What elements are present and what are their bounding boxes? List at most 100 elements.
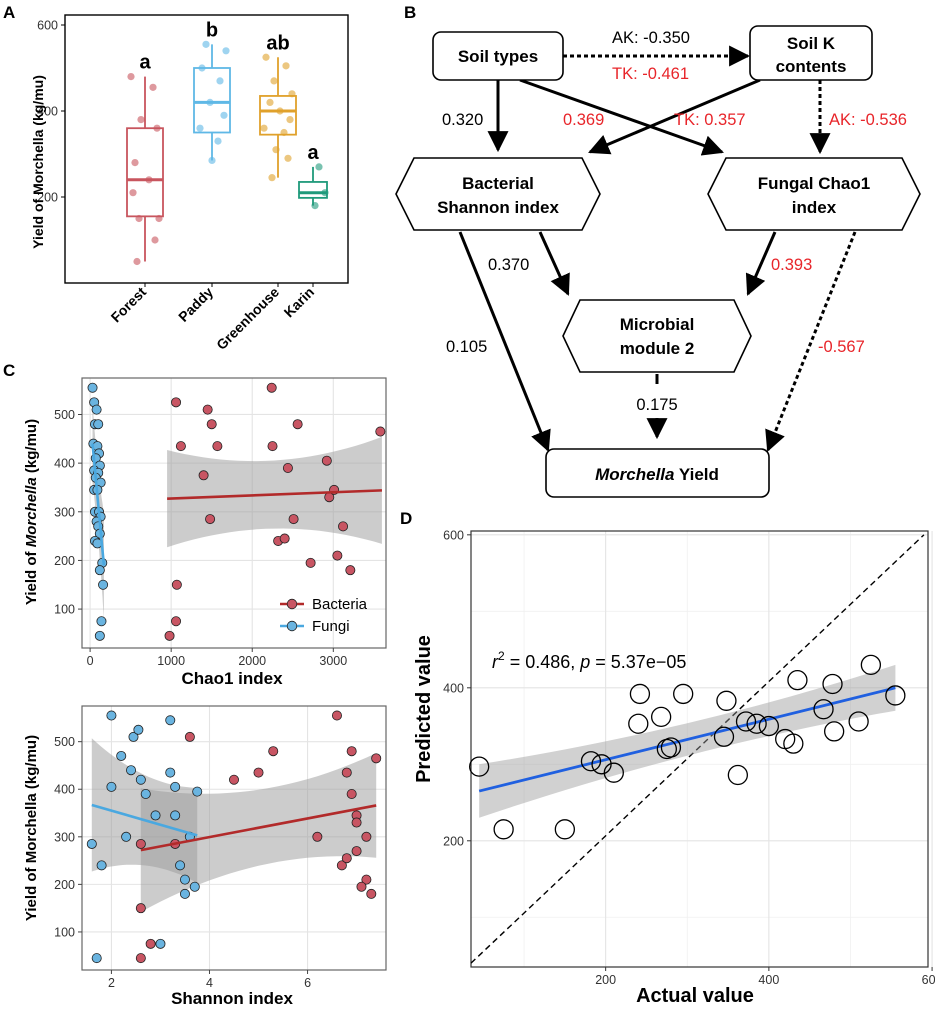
svg-text:contents: contents bbox=[776, 57, 847, 76]
coef-micro-yield: 0.175 bbox=[636, 396, 677, 414]
d-plot-frame bbox=[470, 530, 929, 968]
panel-b: B Soil types Soil K contents Ba bbox=[395, 3, 921, 498]
node-microbial-module: Microbial module 2 bbox=[562, 299, 752, 373]
c-point-fungi bbox=[150, 810, 161, 821]
d-point bbox=[469, 756, 490, 777]
c-point-fungi bbox=[86, 838, 97, 849]
c-point-bacteria bbox=[356, 881, 367, 892]
c-ytick-label: 400 bbox=[54, 783, 75, 797]
c-point-bacteria bbox=[288, 514, 299, 525]
c-point-bacteria bbox=[338, 521, 349, 532]
a-point-greenhouse bbox=[282, 62, 290, 70]
d-point bbox=[591, 754, 612, 775]
c-point-fungi bbox=[179, 874, 190, 885]
d-point bbox=[848, 711, 869, 732]
d-point bbox=[746, 713, 767, 734]
a-plot-frame bbox=[64, 14, 349, 284]
a-ytick-label: 400 bbox=[37, 105, 58, 119]
a-sig-letter: a bbox=[307, 142, 319, 164]
panel-d: D 200 400 600 200 400 600 r2 = 0.486, p = 5.3… bbox=[400, 509, 935, 1007]
coef-ak-1: AK: -0.350 bbox=[612, 29, 690, 47]
a-xtick-label: Karin bbox=[280, 284, 317, 321]
legend: Bacteria Fungi bbox=[280, 596, 368, 635]
a-point-forest bbox=[137, 116, 145, 124]
a-sig-letter: b bbox=[206, 19, 218, 41]
c-xtick-label: 2000 bbox=[238, 654, 266, 668]
edge-soilk-bact bbox=[588, 78, 761, 155]
d-fit-line bbox=[478, 686, 896, 793]
c-point-bacteria bbox=[171, 579, 182, 590]
c-point-bacteria bbox=[198, 470, 209, 481]
c-point-bacteria bbox=[184, 731, 195, 742]
d-point bbox=[813, 699, 834, 720]
a-point-paddy bbox=[216, 77, 224, 85]
a-xtick-label: Paddy bbox=[175, 284, 216, 325]
c-point-fungi bbox=[170, 781, 181, 792]
d-ytick-label: 600 bbox=[443, 528, 464, 542]
a-point-forest bbox=[149, 83, 157, 91]
a-point-greenhouse bbox=[286, 116, 294, 124]
c-point-bacteria bbox=[135, 903, 146, 914]
edge-bact-micro bbox=[538, 231, 570, 296]
c-point-bacteria bbox=[305, 557, 316, 568]
a-box-paddy bbox=[193, 67, 231, 134]
d-point bbox=[824, 721, 845, 742]
c-point-fungi bbox=[189, 881, 200, 892]
svg-text:Shannon index: Shannon index bbox=[437, 198, 559, 217]
c2-ylabel: Yield of Morchella (kg/mu) bbox=[23, 735, 40, 921]
a-point-karin bbox=[315, 163, 323, 171]
c-point-fungi bbox=[96, 616, 107, 627]
a-point-paddy bbox=[220, 111, 228, 119]
c-point-bacteria bbox=[336, 860, 347, 871]
legend-bacteria: Bacteria bbox=[312, 596, 368, 613]
c-point-bacteria bbox=[268, 746, 279, 757]
d-ylabel: Predicted value bbox=[413, 635, 435, 783]
coef-ak-2: AK: -0.536 bbox=[829, 111, 907, 129]
d-point bbox=[727, 764, 749, 786]
a-point-greenhouse bbox=[266, 98, 274, 106]
edge-soil-fung bbox=[519, 78, 724, 156]
d-point bbox=[580, 751, 602, 772]
d-point bbox=[885, 685, 906, 706]
c-point-fungi bbox=[165, 715, 176, 726]
c-ytick-label: 400 bbox=[54, 457, 75, 471]
coef-bact-yield: 0.105 bbox=[446, 338, 487, 356]
a-point-forest bbox=[129, 189, 137, 197]
c-ytick-label: 500 bbox=[54, 735, 75, 749]
c-point-bacteria bbox=[206, 419, 217, 430]
c-point-bacteria bbox=[171, 616, 182, 627]
c-fit-bacteria bbox=[167, 489, 382, 500]
c-point-bacteria bbox=[267, 441, 278, 452]
a-point-paddy bbox=[222, 47, 230, 55]
a-point-greenhouse bbox=[284, 154, 292, 162]
svg-text:Bacterial: Bacterial bbox=[462, 174, 534, 193]
c-point-bacteria bbox=[135, 953, 146, 964]
c-point-bacteria bbox=[371, 753, 382, 764]
node-soil-k: Soil K contents bbox=[749, 25, 873, 81]
a-point-paddy bbox=[196, 124, 204, 132]
c2-xlabel: Shannon index bbox=[171, 989, 293, 1008]
c-point-bacteria bbox=[282, 462, 293, 473]
a-point-greenhouse bbox=[260, 124, 268, 132]
c-point-bacteria bbox=[351, 846, 362, 857]
panel-c-letter: C bbox=[3, 361, 15, 380]
a-point-greenhouse bbox=[270, 77, 278, 85]
c-ytick-label: 200 bbox=[54, 554, 75, 568]
a-box-forest bbox=[126, 127, 164, 218]
d-point bbox=[493, 819, 514, 840]
svg-text:Microbial: Microbial bbox=[620, 315, 695, 334]
d-point bbox=[783, 733, 804, 754]
a-box-greenhouse bbox=[259, 95, 297, 136]
c-point-fungi bbox=[121, 831, 132, 842]
c-fit-fungi bbox=[91, 443, 106, 566]
c-point-fungi bbox=[155, 938, 166, 949]
c-point-fungi bbox=[91, 953, 102, 964]
coef-fung-micro: 0.393 bbox=[771, 256, 812, 274]
d-xtick-label: 200 bbox=[595, 973, 616, 987]
a-xtick-label: Forest bbox=[108, 284, 150, 326]
d-xtick-label: 600 bbox=[922, 973, 935, 987]
d-point bbox=[735, 711, 757, 732]
panel-a-letter: A bbox=[3, 3, 15, 22]
c-point-bacteria bbox=[292, 419, 303, 430]
